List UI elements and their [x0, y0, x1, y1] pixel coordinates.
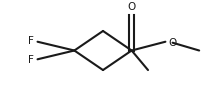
Text: F: F — [28, 55, 33, 65]
Text: O: O — [169, 38, 177, 48]
Text: O: O — [128, 2, 136, 12]
Text: F: F — [28, 36, 33, 46]
